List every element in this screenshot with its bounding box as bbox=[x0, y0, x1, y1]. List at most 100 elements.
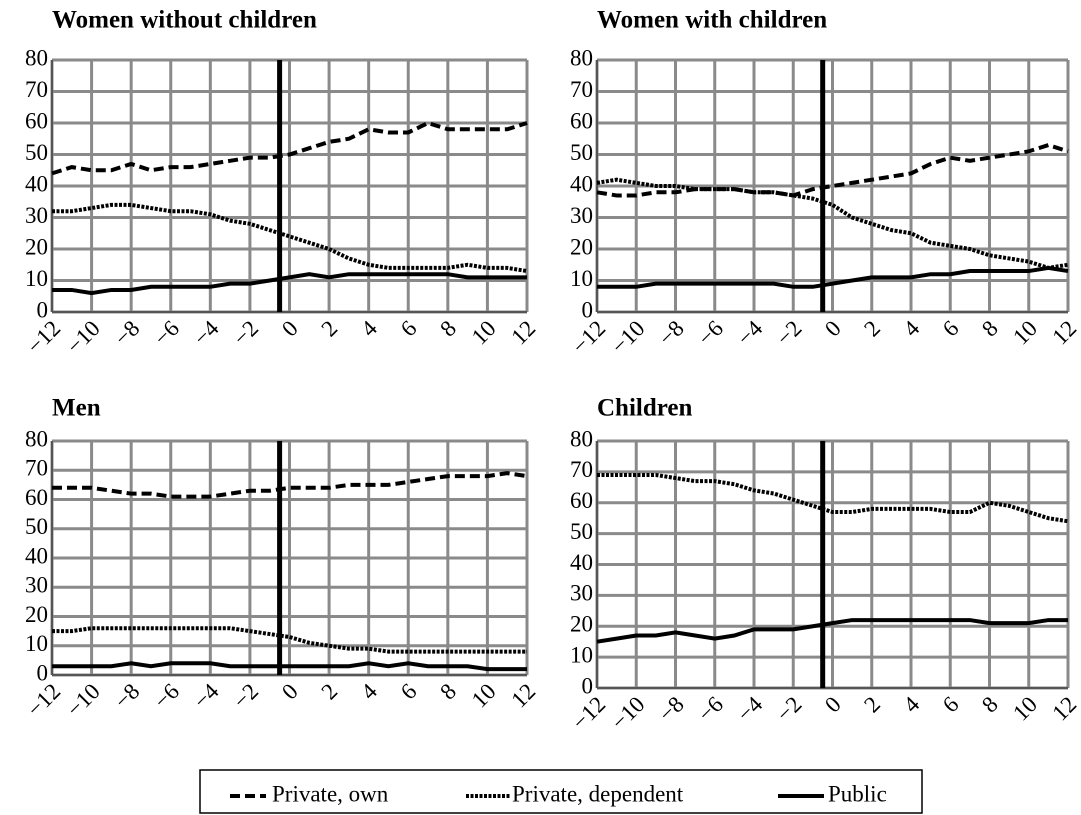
y-tick-label: 0 bbox=[582, 297, 594, 322]
y-tick-label: 40 bbox=[25, 543, 48, 568]
x-tick-label: 4 bbox=[898, 691, 924, 717]
series-line bbox=[52, 471, 528, 499]
y-tick-label: 70 bbox=[25, 456, 48, 481]
x-tick-label: 8 bbox=[977, 692, 1003, 718]
x-tick-label: 12 bbox=[506, 679, 540, 713]
legend-label: Public bbox=[828, 781, 887, 806]
y-tick-label: 60 bbox=[25, 485, 48, 510]
x-tick-label: 12 bbox=[1047, 316, 1081, 350]
x-tick-label: −4 bbox=[732, 315, 767, 350]
panel-title: Women with children bbox=[597, 7, 827, 34]
x-tick-label: 2 bbox=[859, 316, 885, 342]
x-tick-label: 10 bbox=[1008, 316, 1042, 350]
x-tick-label: 10 bbox=[1008, 692, 1042, 726]
y-tick-label: 0 bbox=[37, 297, 49, 322]
x-tick-label: −8 bbox=[654, 692, 689, 727]
x-tick-label: −10 bbox=[62, 679, 105, 722]
series-line bbox=[52, 202, 528, 274]
y-tick-label: 60 bbox=[570, 108, 593, 133]
y-tick-label: 20 bbox=[570, 234, 593, 259]
legend-box bbox=[199, 769, 923, 814]
x-tick-label: 6 bbox=[938, 692, 964, 718]
y-tick-label: 40 bbox=[25, 171, 48, 196]
legend-label: Private, dependent bbox=[512, 781, 684, 806]
x-tick-label: −2 bbox=[772, 692, 807, 727]
y-tick-label: 40 bbox=[570, 550, 593, 575]
x-tick-label: −4 bbox=[189, 315, 224, 350]
y-tick-label: 80 bbox=[25, 426, 48, 451]
legend-label: Private, own bbox=[272, 781, 389, 806]
y-tick-label: 20 bbox=[25, 602, 48, 627]
y-tick-label: 30 bbox=[25, 203, 48, 228]
x-tick-label: −12 bbox=[22, 679, 65, 722]
x-tick-label: −2 bbox=[228, 316, 263, 351]
y-tick-label: 10 bbox=[25, 631, 48, 656]
x-tick-label: 6 bbox=[396, 316, 422, 342]
x-tick-label: 8 bbox=[435, 679, 461, 705]
x-tick-label: 2 bbox=[317, 316, 343, 342]
y-tick-label: 0 bbox=[37, 660, 49, 685]
x-tick-label: 6 bbox=[396, 679, 422, 705]
y-tick-label: 30 bbox=[25, 573, 48, 598]
y-tick-label: 50 bbox=[25, 514, 48, 539]
x-tick-label: −12 bbox=[22, 316, 65, 359]
x-tick-label: 8 bbox=[977, 316, 1003, 342]
y-tick-label: 30 bbox=[570, 581, 593, 606]
x-tick-label: 6 bbox=[938, 316, 964, 342]
panel-title: Children bbox=[597, 395, 692, 422]
x-tick-label: 4 bbox=[356, 678, 382, 704]
y-tick-label: 10 bbox=[570, 266, 593, 291]
x-tick-label: −10 bbox=[62, 316, 105, 359]
series-line bbox=[596, 177, 1069, 270]
y-tick-label: 0 bbox=[582, 673, 594, 698]
x-tick-label: −6 bbox=[693, 692, 728, 727]
series-line bbox=[597, 472, 1069, 524]
x-tick-label: 12 bbox=[506, 316, 540, 350]
series-line bbox=[52, 272, 527, 296]
y-tick-label: 70 bbox=[570, 457, 593, 482]
panel-title: Men bbox=[52, 395, 101, 422]
x-tick-label: −4 bbox=[189, 678, 224, 713]
series-line bbox=[52, 626, 527, 654]
y-tick-label: 40 bbox=[570, 171, 593, 196]
y-tick-label: 70 bbox=[570, 77, 593, 102]
x-tick-label: 0 bbox=[277, 679, 303, 705]
x-tick-label: −2 bbox=[228, 679, 263, 714]
y-tick-label: 10 bbox=[25, 266, 48, 291]
x-tick-label: −12 bbox=[567, 316, 610, 359]
series-line bbox=[597, 265, 1069, 289]
y-tick-label: 50 bbox=[570, 519, 593, 544]
x-tick-label: 10 bbox=[467, 679, 501, 713]
panel-title: Women without children bbox=[52, 7, 317, 34]
x-tick-label: 0 bbox=[820, 316, 846, 342]
y-tick-label: 60 bbox=[25, 108, 48, 133]
series-line bbox=[51, 120, 528, 176]
series-line bbox=[596, 142, 1069, 198]
x-tick-label: −4 bbox=[732, 691, 767, 726]
x-tick-label: 4 bbox=[356, 315, 382, 341]
x-tick-label: 2 bbox=[859, 692, 885, 718]
x-tick-label: 8 bbox=[435, 316, 461, 342]
y-tick-label: 20 bbox=[25, 234, 48, 259]
x-tick-label: −10 bbox=[606, 692, 649, 735]
x-tick-label: −8 bbox=[654, 316, 689, 351]
y-tick-label: 10 bbox=[570, 642, 593, 667]
x-tick-label: −2 bbox=[772, 316, 807, 351]
x-tick-label: −8 bbox=[109, 679, 144, 714]
series-line bbox=[52, 661, 527, 672]
x-tick-label: 0 bbox=[277, 316, 303, 342]
y-tick-label: 20 bbox=[570, 612, 593, 637]
y-tick-label: 50 bbox=[25, 140, 48, 165]
x-tick-label: −6 bbox=[149, 316, 184, 351]
x-tick-label: −12 bbox=[567, 692, 610, 735]
x-tick-label: 2 bbox=[317, 679, 343, 705]
y-tick-label: 30 bbox=[570, 203, 593, 228]
y-tick-label: 70 bbox=[25, 77, 48, 102]
x-tick-label: −6 bbox=[693, 316, 728, 351]
x-tick-label: 10 bbox=[467, 316, 501, 350]
y-tick-label: 80 bbox=[570, 45, 593, 70]
y-tick-label: 80 bbox=[570, 426, 593, 451]
y-tick-label: 50 bbox=[570, 140, 593, 165]
y-tick-label: 80 bbox=[25, 45, 48, 70]
